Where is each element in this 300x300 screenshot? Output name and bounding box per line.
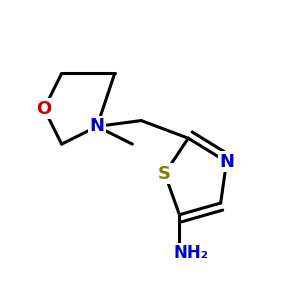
Text: S: S	[158, 165, 171, 183]
Text: NH₂: NH₂	[174, 244, 209, 262]
Text: N: N	[219, 153, 234, 171]
Text: N: N	[89, 117, 104, 135]
Text: O: O	[36, 100, 52, 118]
